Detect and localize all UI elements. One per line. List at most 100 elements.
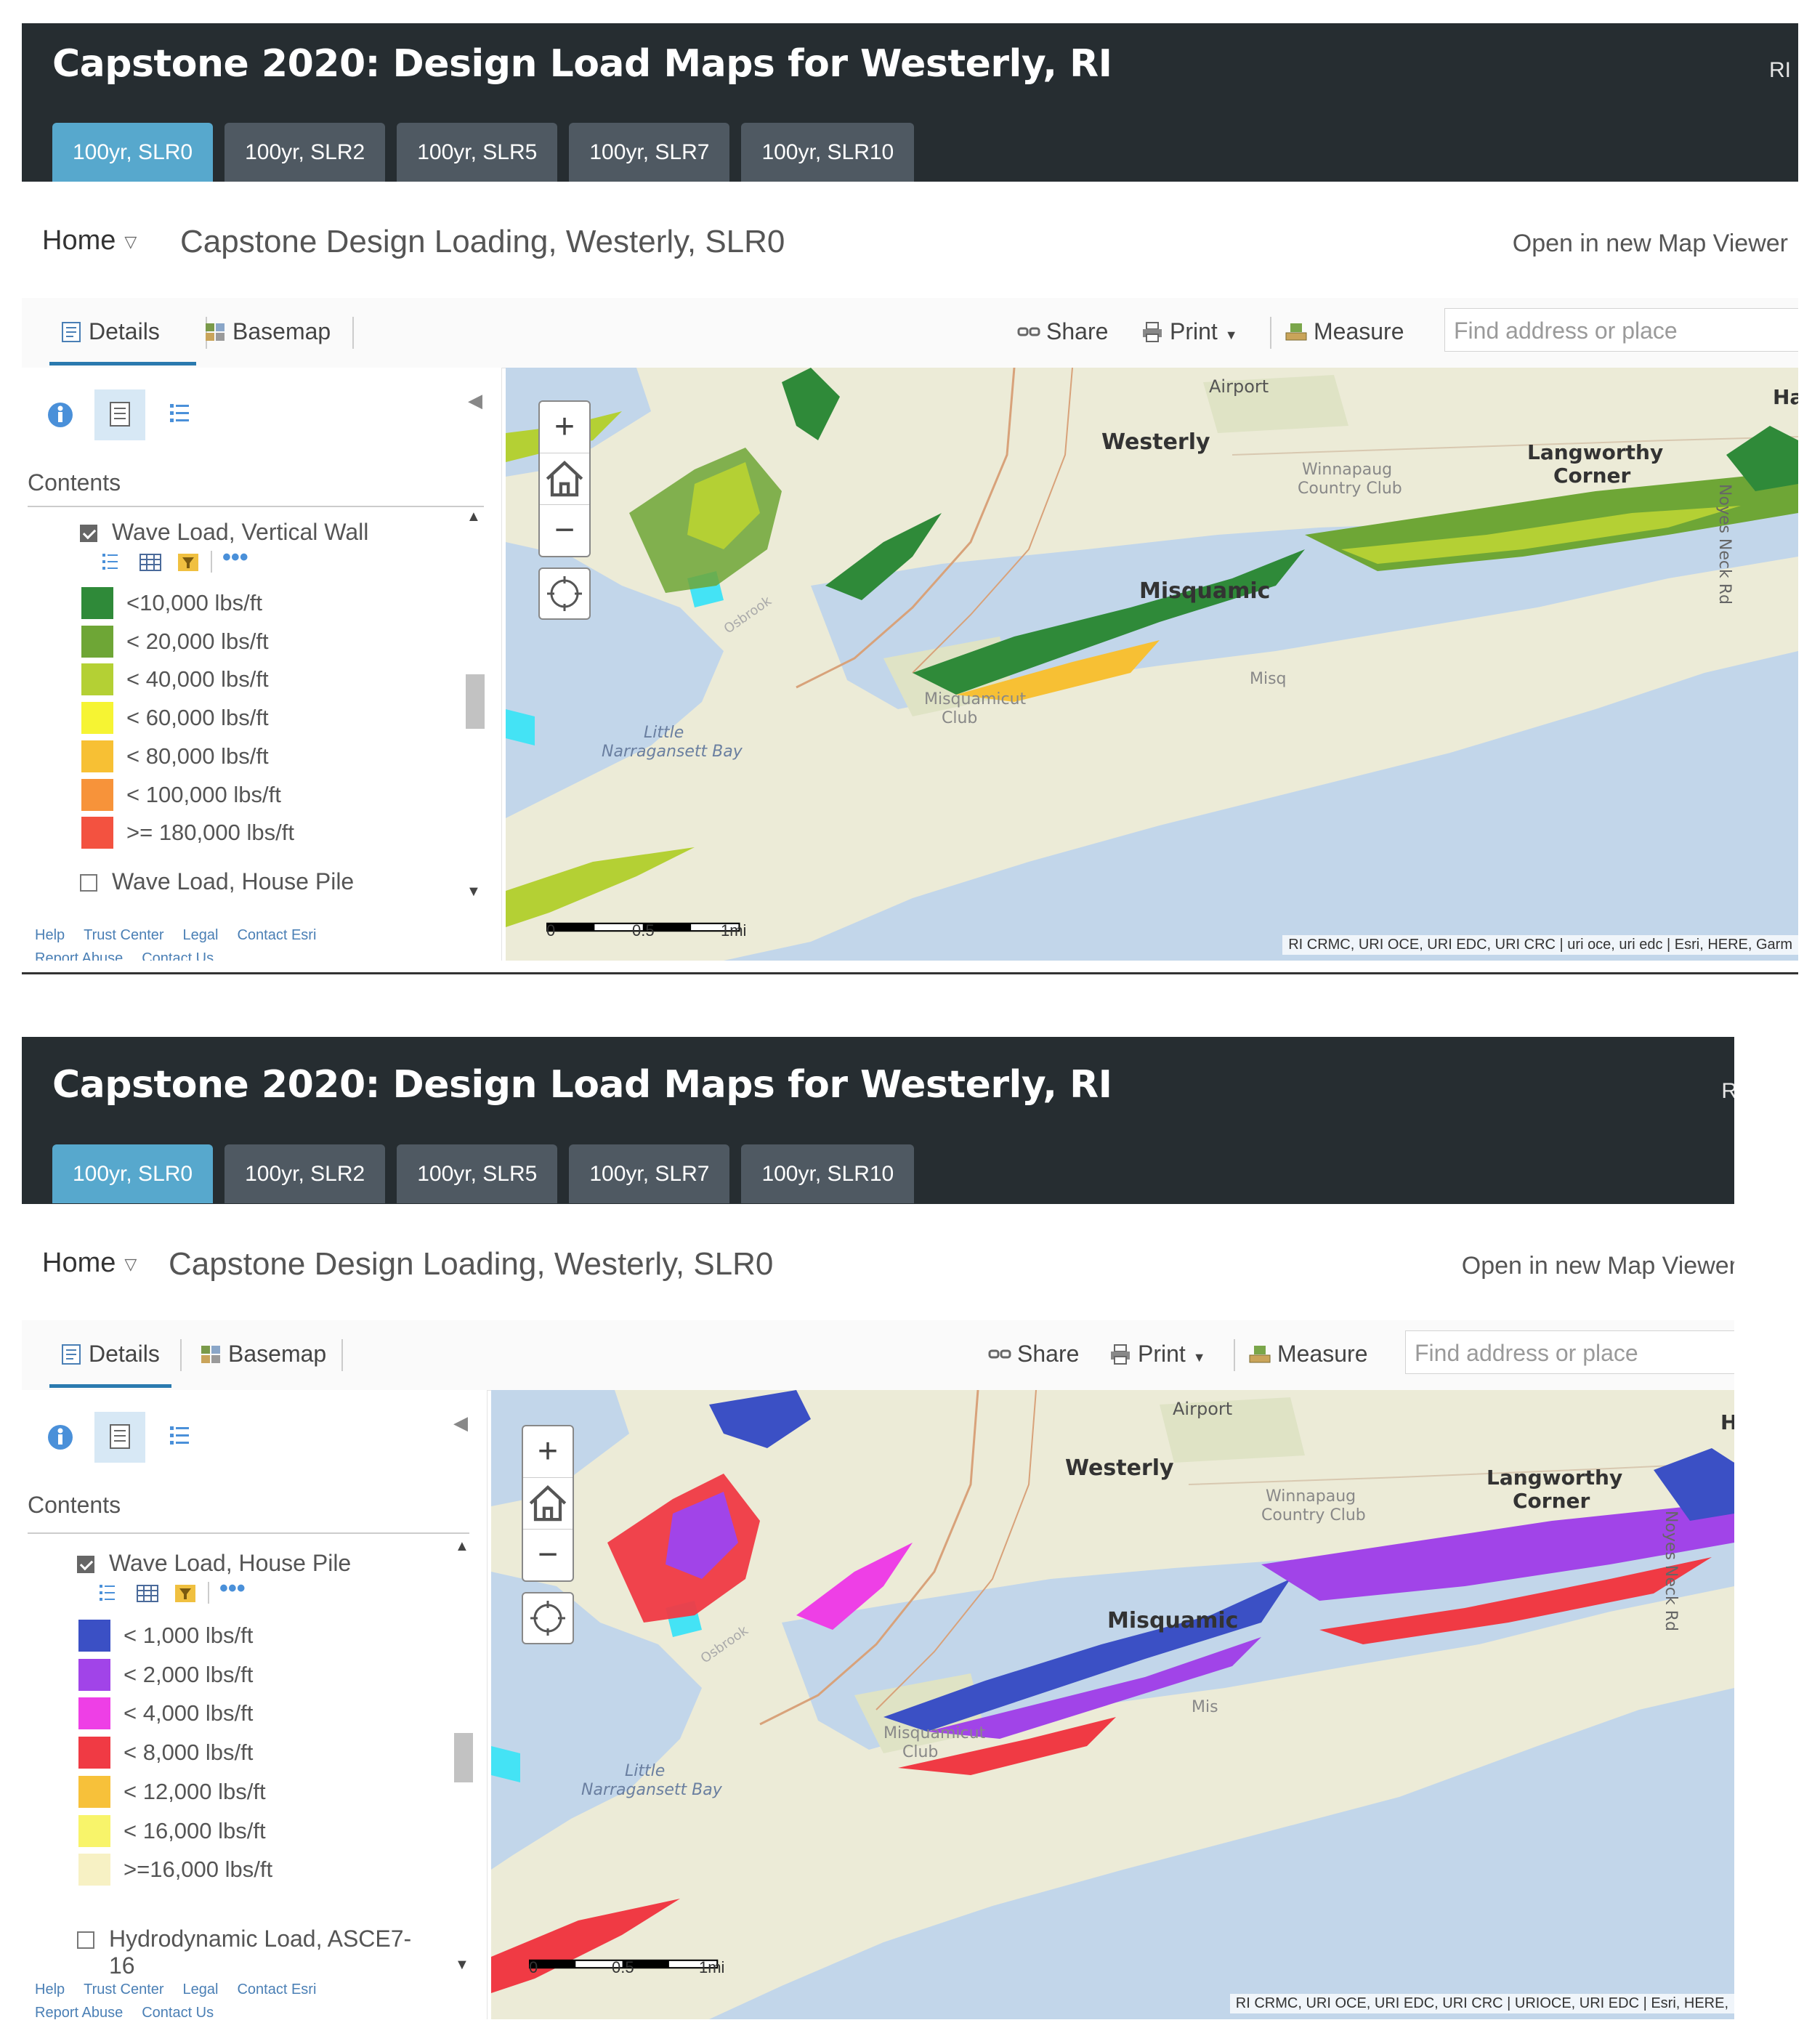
scale-label-half: 0.5 (612, 1958, 634, 1976)
scroll-up-icon[interactable]: ▲ (455, 1538, 469, 1554)
trust-center-link[interactable]: Trust Center (84, 1981, 164, 1997)
tab-100yr-slr0[interactable]: 100yr, SLR0 (52, 123, 214, 182)
layer-item[interactable]: Wave Load, Vertical Wall (80, 519, 368, 546)
open-in-map-viewer-link[interactable]: Open in new Map Viewer (1512, 230, 1788, 257)
basemap-button[interactable]: Basemap (203, 318, 331, 345)
contact-us-link[interactable]: Contact Us (142, 2005, 214, 2019)
filter-icon[interactable] (176, 551, 201, 578)
info-icon[interactable] (35, 389, 86, 440)
filter-icon[interactable] (173, 1582, 198, 1609)
tab-100yr-slr10[interactable]: 100yr, SLR10 (741, 1144, 915, 1203)
toolbar-divider (352, 317, 354, 349)
attribute-table-icon[interactable] (138, 551, 163, 578)
scroll-down-icon[interactable]: ▼ (455, 1957, 469, 1973)
map-label-westerly: Westerly (1065, 1455, 1174, 1481)
scale-label-half: 0.5 (632, 921, 655, 940)
layer-checkbox[interactable] (77, 1931, 94, 1949)
details-button[interactable]: Details (60, 1341, 160, 1368)
details-button[interactable]: Details (60, 318, 160, 345)
overlay-zone (927, 1637, 1261, 1739)
legend-label: < 80,000 lbs/ft (126, 743, 269, 769)
more-options-icon[interactable]: ••• (222, 544, 248, 571)
layer-name-continued: 16 (109, 1952, 135, 1979)
map-view[interactable]: Airport Westerly Langworthy Corner Winna… (506, 368, 1798, 961)
print-button[interactable]: Print ▼ (1141, 318, 1238, 345)
legend-label: < 100,000 lbs/ft (126, 781, 281, 807)
share-button[interactable]: Share (1017, 318, 1108, 345)
map-label-langworthy: Langworthy (1527, 440, 1664, 464)
tab-100yr-slr10[interactable]: 100yr, SLR10 (741, 123, 915, 182)
scrollbar-thumb[interactable] (466, 674, 485, 729)
layer-item[interactable]: Wave Load, House Pile (77, 1550, 351, 1577)
contact-esri-link[interactable]: Contact Esri (237, 927, 317, 943)
map-label-club: Club (942, 709, 978, 727)
tab-100yr-slr2[interactable]: 100yr, SLR2 (225, 123, 386, 182)
scale-label-1mi: 1mi (699, 1958, 725, 1976)
help-link[interactable]: Help (35, 1981, 65, 1997)
map-view[interactable]: Airport Westerly Langworthy Corner Winna… (491, 1390, 1734, 2019)
help-link[interactable]: Help (35, 927, 65, 943)
legend-label: < 40,000 lbs/ft (126, 666, 269, 692)
legend-list-icon[interactable] (154, 389, 205, 440)
layer-item[interactable]: Wave Load, House Pile (80, 868, 354, 895)
trust-center-link[interactable]: Trust Center (84, 927, 164, 943)
print-button[interactable]: Print ▼ (1109, 1341, 1206, 1368)
contact-esri-link[interactable]: Contact Esri (237, 1981, 317, 1997)
attribute-table-icon[interactable] (135, 1582, 160, 1609)
show-legend-icon[interactable] (97, 1582, 122, 1609)
measure-button[interactable]: Measure (1248, 1341, 1368, 1368)
collapse-sidebar-icon[interactable]: ◀ (468, 389, 482, 411)
legal-link[interactable]: Legal (182, 927, 219, 943)
share-button[interactable]: Share (988, 1341, 1079, 1368)
scroll-down-icon[interactable]: ▼ (466, 884, 481, 900)
zoom-in-button[interactable]: + (523, 1426, 573, 1478)
locate-button[interactable] (538, 567, 591, 620)
map-title: Capstone Design Loading, Westerly, SLR0 (180, 224, 785, 259)
layer-checkbox[interactable] (77, 1556, 94, 1573)
show-legend-icon[interactable] (100, 551, 125, 578)
contact-us-link[interactable]: Contact Us (142, 950, 214, 961)
collapse-sidebar-icon[interactable]: ◀ (453, 1412, 468, 1434)
legend-list-icon[interactable] (154, 1412, 205, 1463)
tab-100yr-slr7[interactable]: 100yr, SLR7 (569, 123, 730, 182)
legal-link[interactable]: Legal (182, 1981, 219, 1997)
layer-checkbox[interactable] (80, 874, 97, 892)
locate-button[interactable] (522, 1592, 574, 1644)
scale-bar: 0 0.5 1mi (546, 905, 750, 949)
more-options-icon[interactable]: ••• (219, 1575, 246, 1602)
open-in-map-viewer-link[interactable]: Open in new Map Viewer (1461, 1252, 1734, 1280)
map-label-misquamicut: Misquamic (1107, 1608, 1239, 1633)
home-menu[interactable]: Home ▽ (42, 225, 137, 256)
home-extent-button[interactable] (523, 1478, 573, 1530)
contents-view-button[interactable] (94, 1412, 145, 1463)
search-input[interactable]: Find address or place (1405, 1330, 1734, 1374)
tab-100yr-slr0[interactable]: 100yr, SLR0 (52, 1144, 214, 1203)
map-title: Capstone Design Loading, Westerly, SLR0 (169, 1246, 774, 1282)
contents-scrollbar[interactable]: ▲ ▼ (464, 506, 485, 905)
zoom-in-button[interactable]: + (540, 402, 589, 453)
layer-checkbox[interactable] (80, 525, 97, 542)
report-abuse-link[interactable]: Report Abuse (35, 950, 124, 961)
scrollbar-thumb[interactable] (454, 1733, 473, 1782)
zoom-out-button[interactable]: − (537, 1535, 559, 1574)
map-label-little: Little (625, 1762, 666, 1780)
home-menu[interactable]: Home ▽ (42, 1248, 137, 1279)
report-abuse-link[interactable]: Report Abuse (35, 2005, 124, 2019)
contents-view-button[interactable] (94, 389, 145, 440)
map-label-misquamicut-club: Misquamicut (883, 1724, 986, 1742)
scroll-up-icon[interactable]: ▲ (466, 509, 481, 525)
layer-item[interactable]: Hydrodynamic Load, ASCE7- (77, 1926, 411, 1952)
tab-100yr-slr5[interactable]: 100yr, SLR5 (397, 1144, 558, 1203)
tab-100yr-slr7[interactable]: 100yr, SLR7 (569, 1144, 730, 1203)
map-label-misq-short: Mis (1192, 1698, 1218, 1716)
info-icon[interactable] (35, 1412, 86, 1463)
content-list-icon (110, 402, 130, 427)
home-extent-button[interactable] (540, 453, 589, 505)
zoom-out-button[interactable]: − (554, 511, 575, 549)
search-input[interactable]: Find address or place (1444, 308, 1798, 352)
tab-100yr-slr2[interactable]: 100yr, SLR2 (225, 1144, 386, 1203)
tab-100yr-slr5[interactable]: 100yr, SLR5 (397, 123, 558, 182)
measure-button[interactable]: Measure (1285, 318, 1404, 345)
contents-scrollbar[interactable]: ▲ ▼ (452, 1535, 473, 1979)
basemap-button[interactable]: Basemap (199, 1341, 326, 1368)
